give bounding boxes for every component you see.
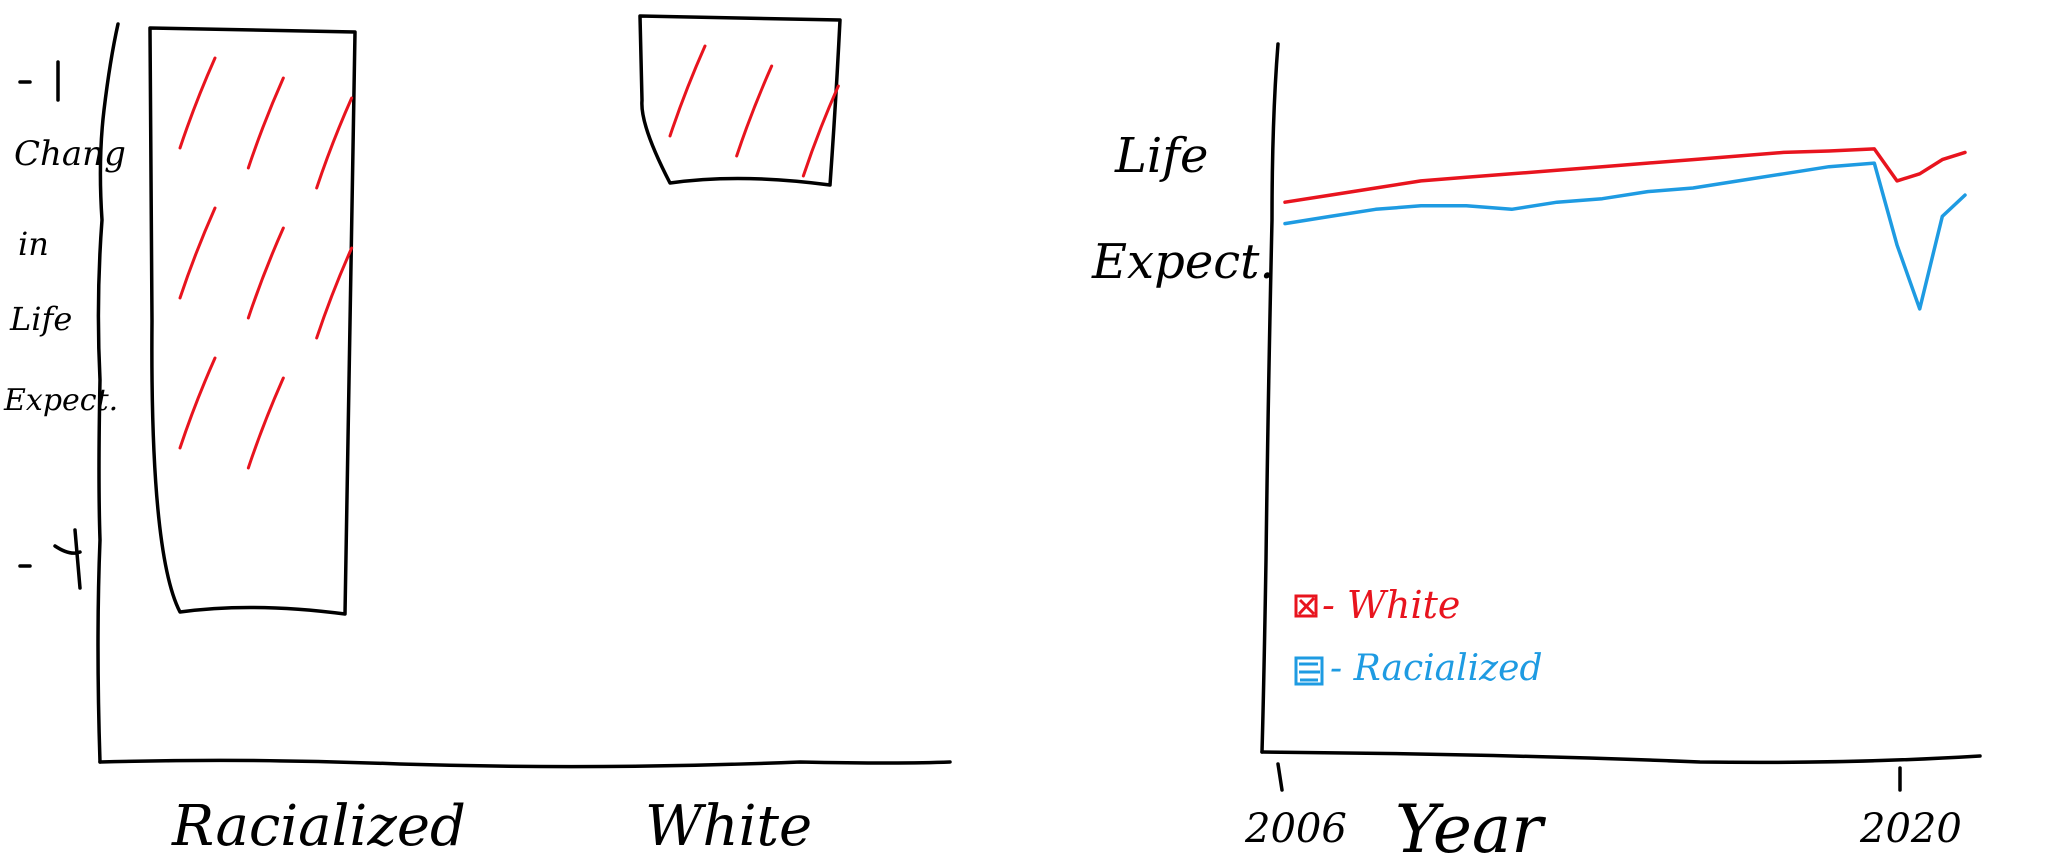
legend-swatch-racialized bbox=[1294, 656, 1324, 686]
y-tick-label-1: -1 bbox=[40, 99, 41, 101]
legend-swatch-white bbox=[1294, 594, 1318, 618]
line-ylabel-line-2: Expect. bbox=[1091, 234, 1275, 290]
x-tick-label-2020: 2020 bbox=[1859, 806, 1962, 852]
line-x-axis bbox=[1260, 750, 1982, 765]
bar-hatch-racialized bbox=[246, 226, 285, 320]
bar-hatch-racialized bbox=[315, 96, 354, 190]
bar-y-label: Chang in Life Expect. bbox=[3, 134, 126, 418]
series-line-racialized bbox=[1283, 161, 1967, 311]
bar-ylabel-line-4: Expect. bbox=[3, 383, 118, 418]
bar-hatch-racialized bbox=[315, 246, 354, 340]
line-ylabel-line-1: Life bbox=[1114, 128, 1208, 184]
bar-hatch-white bbox=[801, 84, 840, 178]
series-line-white bbox=[1283, 147, 1967, 204]
bar-hatch-racialized bbox=[246, 376, 285, 470]
x-tick-mark-2006 bbox=[1276, 762, 1284, 792]
line-chart: Life Expect. 2006 2020 Year - White - Ra… bbox=[1091, 42, 1982, 864]
bar-x-axis bbox=[98, 758, 952, 769]
y-tick-mark-4 bbox=[18, 528, 82, 590]
bar-hatch-racialized bbox=[178, 356, 217, 450]
bar-chart: Chang in Life Expect. Racialized White bbox=[3, 14, 952, 859]
legend: - White - Racialized bbox=[1294, 583, 1542, 689]
bar-hatch-white bbox=[668, 44, 707, 138]
bar-ylabel-line-3: Life bbox=[9, 300, 72, 338]
bar-hatch-white bbox=[735, 64, 774, 158]
category-label-racialized: Racialized bbox=[171, 794, 466, 859]
x-tick-label-2006: 2006 bbox=[1244, 806, 1347, 852]
bar-y-axis bbox=[96, 22, 120, 764]
legend-swatch-racialized-fill bbox=[1299, 662, 1320, 682]
legend-swatch-white-fill bbox=[1297, 596, 1316, 616]
bar-ylabel-line-1: Chang bbox=[14, 134, 126, 174]
y-tick-label-4: -4 bbox=[40, 579, 41, 581]
series-lines bbox=[1283, 147, 1967, 311]
legend-label-white: - White bbox=[1322, 583, 1460, 627]
line-y-axis bbox=[1260, 42, 1280, 754]
legend-item-white: - White bbox=[1294, 583, 1460, 627]
bar-ylabel-line-2: in bbox=[18, 225, 49, 263]
category-label-white: White bbox=[645, 794, 812, 859]
legend-label-racialized: - Racialized bbox=[1330, 648, 1542, 689]
bar-hatch-racialized bbox=[178, 206, 217, 300]
bar-y-ticks bbox=[18, 60, 82, 590]
y-tick-mark-1 bbox=[18, 60, 60, 102]
bar-racialized bbox=[148, 26, 357, 616]
bar-hatch-racialized bbox=[246, 76, 285, 170]
bar-category-labels: Racialized White bbox=[171, 794, 812, 859]
legend-item-racialized: - Racialized bbox=[1294, 648, 1542, 689]
bars bbox=[148, 14, 842, 616]
bar-hatch-racialized bbox=[178, 56, 217, 150]
line-xlabel: Year bbox=[1395, 791, 1546, 864]
